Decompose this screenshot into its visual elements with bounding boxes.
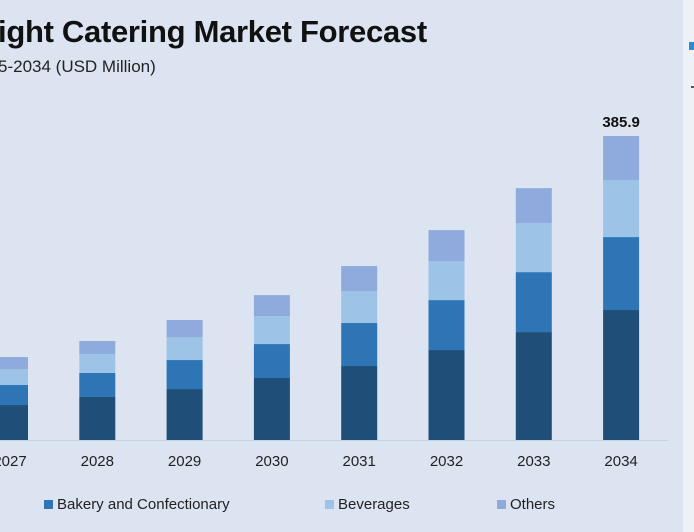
- bar-segment-2032-2: [428, 261, 465, 301]
- bar-segment-2031-3: [341, 266, 378, 292]
- legend-swatch: [497, 500, 506, 509]
- x-tick-label: 2031: [343, 453, 376, 470]
- bar-segment-2031-0: [341, 366, 378, 440]
- bar-segment-2027-2: [0, 369, 28, 386]
- bar-segment-2033-3: [515, 188, 552, 224]
- x-tick-label: 2028: [81, 453, 114, 470]
- legend-swatch: [44, 500, 53, 509]
- bar-segment-2031-1: [341, 323, 378, 367]
- bar-segment-2030-2: [253, 316, 290, 345]
- legend-label: Others: [510, 496, 556, 513]
- bar-segment-2034-1: [603, 237, 640, 311]
- chart-subtitle: 5-2034 (USD Million): [0, 57, 156, 76]
- bar-segment-2030-0: [253, 378, 290, 440]
- x-tick-label: 2032: [430, 453, 463, 470]
- bar-segment-2032-0: [428, 350, 465, 440]
- bar-segment-2029-2: [166, 337, 203, 361]
- dash-icon: [691, 86, 694, 88]
- bar-segment-2027-0: [0, 405, 28, 440]
- bar-segment-2027-1: [0, 385, 28, 406]
- bar-segment-2030-3: [253, 295, 290, 317]
- legend-swatch: [325, 500, 334, 509]
- x-tick-label: 2027: [0, 453, 27, 470]
- bar-segment-2031-2: [341, 291, 378, 324]
- x-tick-label: 2034: [604, 453, 637, 470]
- legend-item-bakery: Bakery and Confectionary: [44, 496, 230, 513]
- bar-segment-2034-3: [603, 136, 640, 181]
- bar-segment-2033-2: [515, 223, 552, 273]
- legend-item-beverages: Beverages: [325, 496, 410, 513]
- bar-segment-2029-3: [166, 320, 203, 338]
- bar-segment-2029-1: [166, 360, 203, 390]
- data-label: 385.9: [602, 114, 640, 131]
- bar-segment-2029-0: [166, 389, 203, 440]
- bar-segment-2028-2: [79, 353, 116, 373]
- bar-segment-2028-3: [79, 340, 116, 354]
- side-panel: [683, 0, 694, 532]
- x-tick-label: 2029: [168, 453, 201, 470]
- x-tick-label: 2033: [517, 453, 550, 470]
- legend-label: Beverages: [338, 496, 410, 513]
- bar-segment-2030-1: [253, 344, 290, 379]
- bar-segment-2032-1: [428, 300, 465, 351]
- logo-icon: [689, 42, 694, 50]
- legend-label: Bakery and Confectionary: [57, 496, 230, 513]
- bar-segment-2033-1: [515, 272, 552, 333]
- x-tick-label: 2030: [255, 453, 288, 470]
- bar-segment-2028-1: [79, 372, 116, 397]
- bar-segment-2033-0: [515, 332, 552, 440]
- bar-segment-2034-2: [603, 180, 640, 238]
- legend-item-others: Others: [497, 496, 555, 513]
- bar-segment-2034-0: [603, 310, 640, 440]
- chart-title: ight Catering Market Forecast: [0, 14, 427, 49]
- bar-segment-2027-3: [0, 357, 28, 370]
- bar-segment-2032-3: [428, 230, 465, 262]
- bar-segment-2028-0: [79, 396, 116, 440]
